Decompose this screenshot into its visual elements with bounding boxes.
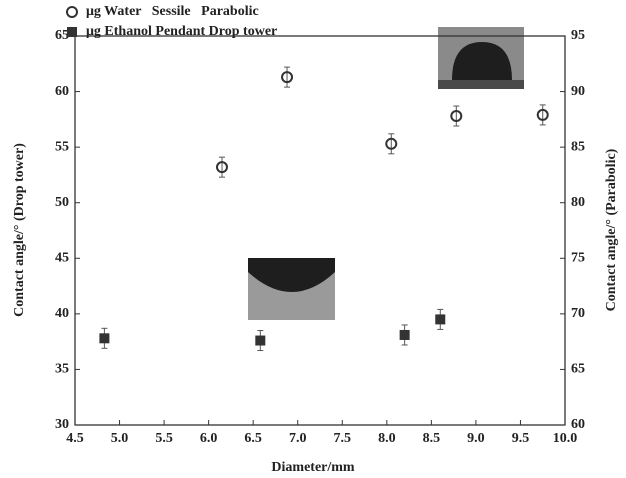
point (435, 314, 446, 325)
legend-label: μg Water Sessile Parabolic (86, 4, 259, 19)
point (281, 71, 294, 84)
x-tick-label: 4.5 (66, 431, 84, 446)
point (255, 335, 266, 346)
legend-marker (66, 6, 78, 18)
x-tick-label: 7.0 (289, 431, 307, 446)
point (450, 110, 463, 123)
y2-tick-label: 95 (571, 28, 585, 43)
y2-tick-label: 60 (571, 417, 585, 432)
y-tick-label: 40 (55, 306, 69, 321)
x-tick-label: 7.5 (334, 431, 352, 446)
y2-tick-label: 80 (571, 195, 585, 210)
x-tick-label: 6.0 (200, 431, 218, 446)
x-tick-label: 10.0 (553, 431, 578, 446)
y-tick-label: 35 (55, 362, 69, 377)
legend-label: μg Ethanol Pendant Drop tower (86, 24, 277, 39)
y2-axis-label: Contact angle/° (Parabolic) (604, 148, 619, 311)
inset-photo (438, 27, 524, 89)
y2-tick-label: 90 (571, 84, 585, 99)
x-tick-label: 9.0 (467, 431, 485, 446)
x-tick-label: 5.0 (111, 431, 129, 446)
point (216, 161, 228, 174)
x-tick-label: 8.5 (423, 431, 441, 446)
x-axis-label: Diameter/mm (271, 460, 355, 475)
y-tick-label: 45 (55, 251, 69, 266)
inset-photo (248, 258, 335, 320)
y2-tick-label: 85 (571, 139, 585, 154)
x-tick-label: 5.5 (155, 431, 173, 446)
y-tick-label: 55 (55, 139, 69, 154)
y2-tick-label: 70 (571, 306, 585, 321)
y2-tick-label: 65 (571, 362, 585, 377)
y-tick-label: 30 (55, 417, 69, 432)
plot-frame (74, 35, 566, 426)
point (399, 329, 410, 340)
x-tick-label: 9.5 (512, 431, 530, 446)
y-tick-label: 60 (55, 84, 69, 99)
legend-marker (67, 27, 77, 37)
y2-tick-label: 75 (571, 251, 585, 266)
point (99, 333, 110, 344)
y-tick-label: 50 (55, 195, 69, 210)
y-tick-label: 65 (55, 28, 69, 43)
x-tick-label: 8.0 (378, 431, 396, 446)
y-axis-label: Contact angle/° (Drop tower) (12, 143, 27, 317)
x-tick-label: 6.5 (244, 431, 262, 446)
point (385, 137, 398, 150)
point (536, 108, 549, 121)
